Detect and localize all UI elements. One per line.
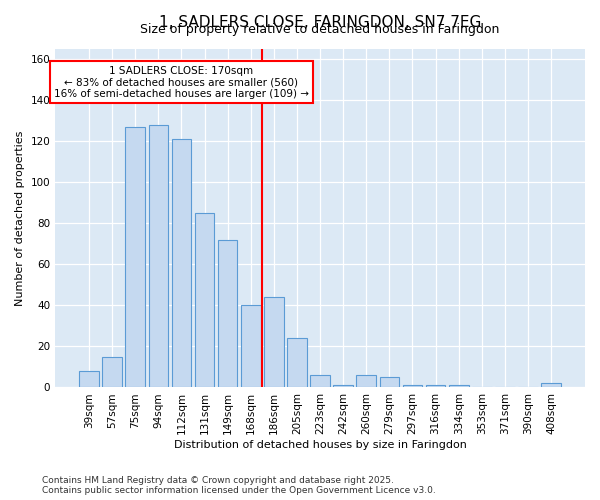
Bar (287, 338, 307, 388)
Text: 1 SADLERS CLOSE: 170sqm
← 83% of detached houses are smaller (560)
16% of semi-d: 1 SADLERS CLOSE: 170sqm ← 83% of detache… (54, 66, 309, 99)
Bar (195, 213, 214, 388)
Bar (218, 240, 238, 388)
Text: Size of property relative to detached houses in Faringdon: Size of property relative to detached ho… (140, 22, 500, 36)
Bar (356, 375, 376, 388)
Bar (125, 127, 145, 388)
Bar (241, 306, 260, 388)
Bar (310, 375, 330, 388)
Bar (172, 140, 191, 388)
Bar (103, 356, 122, 388)
Bar (79, 371, 99, 388)
Bar (541, 384, 561, 388)
Bar (149, 125, 168, 388)
Title: 1, SADLERS CLOSE, FARINGDON, SN7 7EG: 1, SADLERS CLOSE, FARINGDON, SN7 7EG (159, 15, 481, 30)
Bar (426, 386, 445, 388)
Y-axis label: Number of detached properties: Number of detached properties (15, 130, 25, 306)
Bar (334, 386, 353, 388)
Bar (449, 386, 469, 388)
Bar (403, 386, 422, 388)
Bar (264, 298, 284, 388)
Text: Contains HM Land Registry data © Crown copyright and database right 2025.
Contai: Contains HM Land Registry data © Crown c… (42, 476, 436, 495)
X-axis label: Distribution of detached houses by size in Faringdon: Distribution of detached houses by size … (173, 440, 467, 450)
Bar (380, 377, 399, 388)
